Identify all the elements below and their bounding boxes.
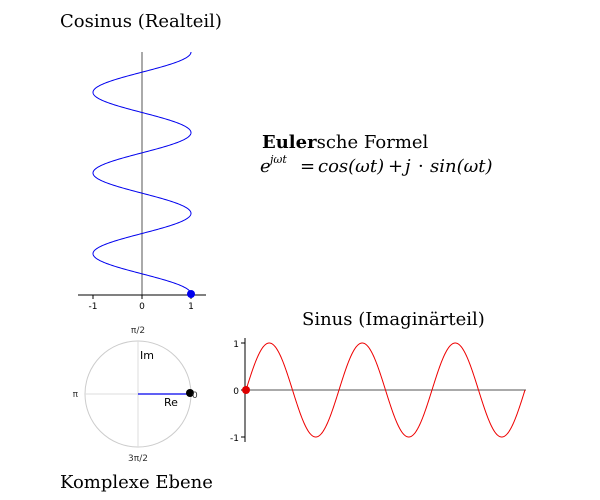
formula-name-rest: sche Formel bbox=[317, 132, 429, 153]
polar-label-bottom: 3π/2 bbox=[128, 454, 148, 464]
sine-plot: 1 0 -1 bbox=[230, 338, 526, 444]
complex-plane-title: Komplexe Ebene bbox=[60, 472, 213, 493]
formula-name-bold: Euler bbox=[262, 132, 317, 153]
complex-plane-plot: π/2 π 0 3π/2 Im Re bbox=[73, 326, 198, 464]
sine-tick-label-minus-one: -1 bbox=[230, 434, 239, 444]
formula-dot: · bbox=[418, 156, 424, 177]
sine-current-point bbox=[242, 386, 250, 394]
cosine-title: Cosinus (Realteil) bbox=[60, 11, 222, 32]
polar-label-right: 0 bbox=[192, 391, 198, 401]
cosine-curve bbox=[92, 51, 192, 295]
polar-label-top: π/2 bbox=[131, 326, 145, 336]
cosine-tick-label-minus-one: -1 bbox=[89, 302, 98, 312]
formula-lhs-base: e bbox=[260, 156, 271, 177]
cosine-tick-label-one: 1 bbox=[188, 302, 194, 312]
sine-curve bbox=[245, 342, 526, 438]
euler-formula: e jωt = cos(ωt) + j · sin(ωt) bbox=[260, 153, 493, 177]
cosine-plot: -1 0 1 bbox=[78, 51, 206, 312]
sine-tick-label-one: 1 bbox=[233, 340, 239, 350]
formula-plus: + bbox=[388, 156, 403, 177]
phasor-tip bbox=[186, 389, 194, 397]
real-axis-label: Re bbox=[164, 396, 178, 409]
formula-heading: Eulersche Formel bbox=[262, 132, 429, 153]
sine-tick-label-zero: 0 bbox=[233, 387, 239, 397]
cosine-tick-label-zero: 0 bbox=[139, 302, 145, 312]
formula-j: j bbox=[401, 156, 411, 177]
sine-title: Sinus (Imaginärteil) bbox=[302, 309, 485, 330]
polar-label-left: π bbox=[73, 390, 79, 400]
formula-lhs-exponent: jωt bbox=[267, 153, 287, 166]
formula-cos-part: cos(ωt) bbox=[318, 156, 384, 177]
formula-sin-part: sin(ωt) bbox=[430, 156, 493, 177]
cosine-current-point bbox=[187, 290, 195, 298]
formula-equals: = bbox=[300, 156, 315, 177]
imaginary-axis-label: Im bbox=[140, 349, 154, 362]
